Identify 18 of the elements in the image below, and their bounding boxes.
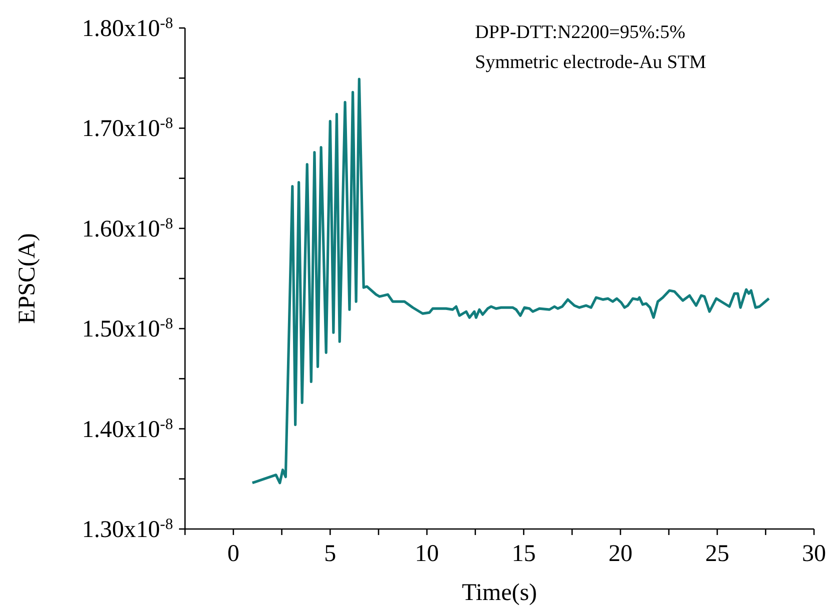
y-tick-label: 1.70x10$^{-8}$ — [82, 114, 174, 142]
annotation: DPP-DTT:N2200=95%:5% — [475, 21, 686, 45]
y-axis-title: EPSC(A) — [14, 233, 41, 324]
x-tick-label: 0 — [227, 541, 240, 567]
x-tick-label: 15 — [512, 541, 536, 567]
y-tick-label: 1.50x10$^{-8}$ — [82, 315, 174, 343]
annotation: Symmetric electrode-Au STM — [475, 51, 706, 75]
x-tick-label: 10 — [414, 541, 439, 567]
y-tick-label: 1.40x10$^{-8}$ — [82, 415, 174, 443]
x-tick-label: 25 — [705, 541, 730, 567]
x-axis-title: Time(s) — [462, 580, 538, 606]
y-tick-label: 1.30x10$^{-8}$ — [82, 516, 174, 543]
x-tick-label: 30 — [802, 541, 826, 567]
y-tick-label: 1.80x10$^{-8}$ — [82, 14, 174, 42]
x-tick-label: 5 — [324, 541, 336, 567]
y-tick-label: 1.60x10$^{-8}$ — [82, 214, 174, 242]
line-series — [251, 78, 770, 484]
x-tick-label: 20 — [608, 541, 632, 567]
